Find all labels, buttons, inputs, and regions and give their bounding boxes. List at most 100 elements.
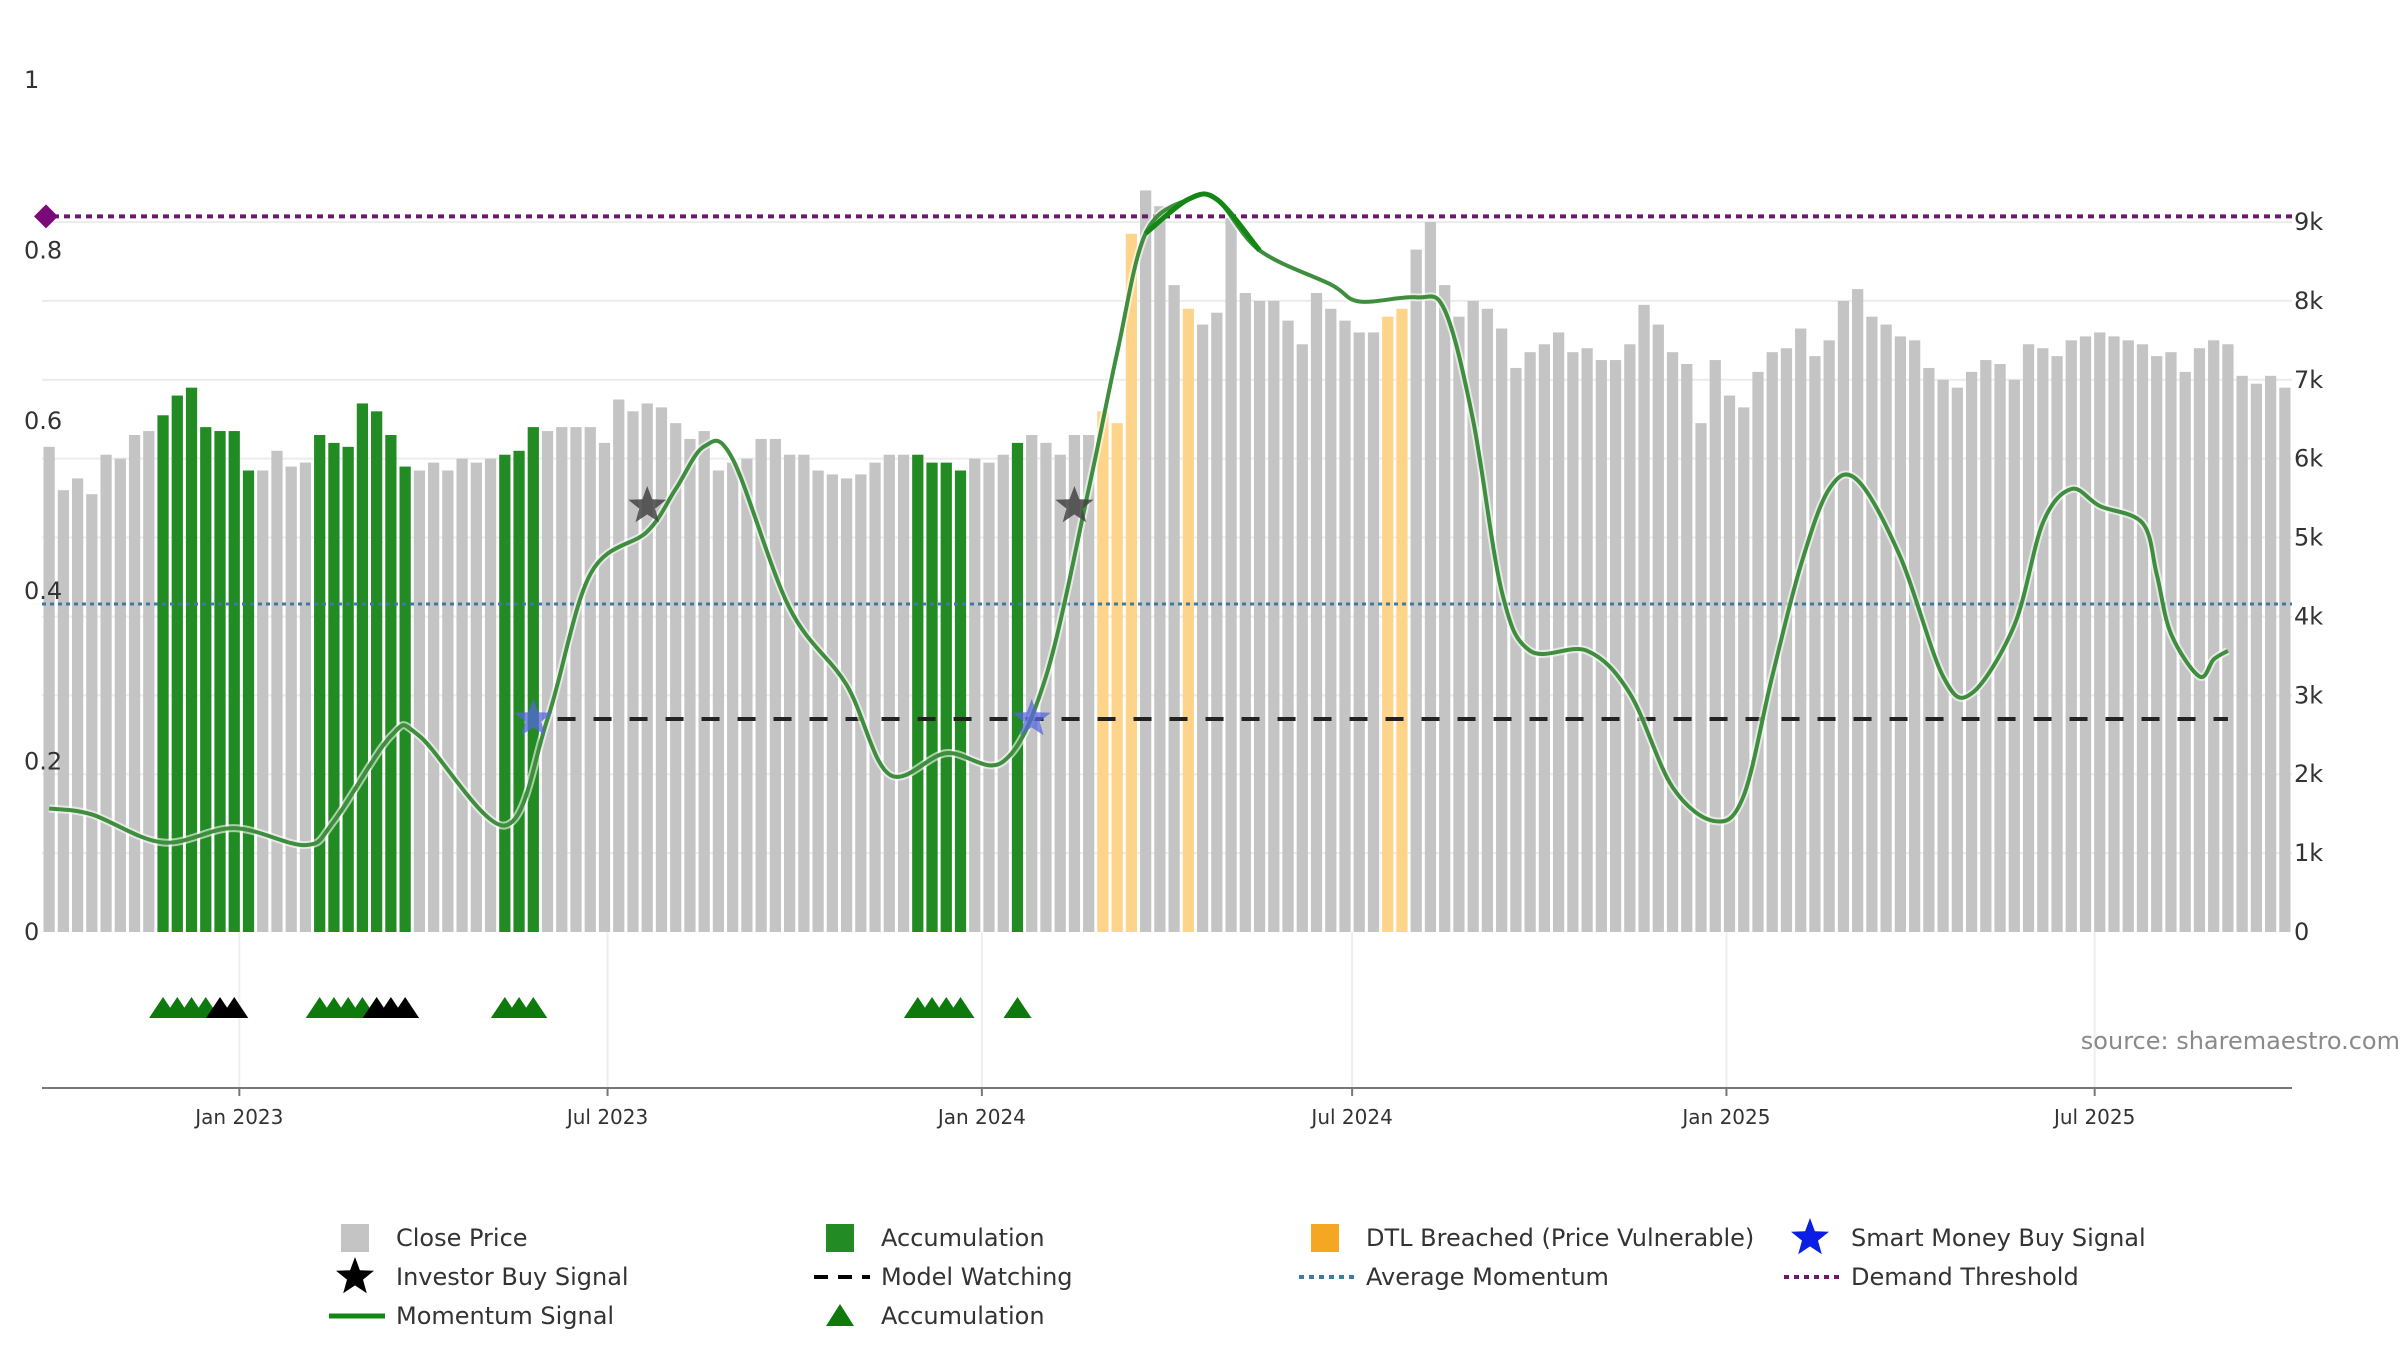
legend-label-investor: Investor Buy Signal (396, 1263, 629, 1291)
legend-label-close: Close Price (396, 1224, 528, 1252)
close-price-bar (1567, 352, 1578, 932)
close-price-bar (1368, 332, 1379, 932)
left-axis-tick-label: 1 (24, 66, 39, 94)
legend: Close Price Accumulation DTL Breached (Pri… (329, 1218, 2146, 1330)
close-price-bar (812, 471, 823, 933)
close-price-bar (115, 459, 126, 932)
close-price-bar (442, 471, 453, 933)
close-price-bar (1411, 250, 1422, 932)
legend-label-avg: Average Momentum (1366, 1263, 1609, 1291)
close-price-bar (1667, 352, 1678, 932)
close-price-bar (1154, 206, 1165, 932)
close-price-bar (2137, 344, 2148, 932)
close-price-bar (884, 455, 895, 932)
close-price-bar (1525, 352, 1536, 932)
legend-swatch-dtl (1311, 1224, 1339, 1252)
close-price-bar (1553, 332, 1564, 932)
legend-swatch-close (341, 1224, 369, 1252)
legend-label-watching: Model Watching (881, 1263, 1073, 1291)
accumulation-bar (528, 427, 539, 932)
close-price-bar (1297, 344, 1308, 932)
close-price-bar (1852, 289, 1863, 932)
close-price-bar (2279, 388, 2290, 932)
left-axis-tick-label: 0 (24, 918, 39, 946)
close-price-bar (841, 478, 852, 932)
close-price-bar (2208, 340, 2219, 932)
accumulation-bar (926, 463, 937, 932)
close-price-bar (770, 439, 781, 932)
close-price-bar (1339, 321, 1350, 932)
close-price-bar (1197, 325, 1208, 932)
close-price-bar (969, 459, 980, 932)
close-price-bar (1211, 313, 1222, 932)
accumulation-bar (371, 411, 382, 932)
accumulation-bar (400, 467, 411, 932)
legend-swatch-accum-triangle (826, 1304, 854, 1326)
legend-label-smart: Smart Money Buy Signal (1851, 1224, 2146, 1252)
close-price-bar (2222, 344, 2233, 932)
close-price-bar (1439, 285, 1450, 932)
close-price-bar (271, 451, 282, 932)
accumulation-bar (343, 447, 354, 932)
dtl-breached-bar (1382, 317, 1393, 932)
legend-label-momentum: Momentum Signal (396, 1302, 614, 1330)
close-price-bar (1055, 455, 1066, 932)
close-price-bar (1681, 364, 1692, 932)
close-price-bar (1724, 396, 1735, 932)
close-price-bar (599, 443, 610, 932)
close-price-bar (627, 411, 638, 932)
close-price-bar (1325, 309, 1336, 932)
close-price-bar (1140, 190, 1151, 932)
close-price-bar (129, 435, 140, 932)
close-price-bar (44, 447, 55, 932)
close-price-bar (1966, 372, 1977, 932)
close-price-bar (1453, 317, 1464, 932)
close-price-bar (1738, 407, 1749, 932)
close-price-bar (2194, 348, 2205, 932)
close-price-bar (414, 471, 425, 933)
close-price-bar (2094, 332, 2105, 932)
accumulation-bar (513, 451, 524, 932)
close-price-bar (1767, 352, 1778, 932)
close-price-bar (86, 494, 97, 932)
right-axis-tick-label: 0 (2294, 918, 2309, 946)
right-axis-tick-label: 4k (2294, 602, 2323, 630)
accumulation-bar (499, 455, 510, 932)
close-price-bar (72, 478, 83, 932)
legend-swatch-accum_bar (826, 1224, 854, 1252)
close-price-bar (1225, 218, 1236, 932)
close-price-bar (456, 459, 467, 932)
close-price-bar (642, 403, 653, 932)
close-price-bar (1881, 325, 1892, 932)
close-price-bar (58, 490, 69, 932)
close-price-bar (1610, 360, 1621, 932)
demand-threshold-marker (34, 204, 58, 228)
close-price-bar (257, 471, 268, 933)
close-price-bar (1866, 317, 1877, 932)
close-price-bar (570, 427, 581, 932)
close-price-bar (585, 427, 596, 932)
accumulation-bar (229, 431, 240, 932)
close-price-bar (869, 463, 880, 932)
close-price-bar (286, 467, 297, 932)
close-price-bar (613, 400, 624, 933)
accumulation-bar (955, 471, 966, 933)
close-price-bar (656, 407, 667, 932)
close-price-bar (1638, 305, 1649, 932)
close-price-bar (1240, 293, 1251, 932)
close-price-bar (2009, 380, 2020, 932)
close-price-bar (1539, 344, 1550, 932)
close-price-bar (2251, 384, 2262, 932)
accumulation-bar (357, 403, 368, 932)
legend-swatch-investor (336, 1257, 374, 1293)
dtl-breached-bar (1396, 309, 1407, 932)
x-axis-tick-label: Jan 2024 (936, 1105, 1026, 1129)
momentum-chart: 00.20.40.60.8101k2k3k4k5k6k7k8k9kJan 202… (0, 0, 2400, 1350)
dtl-breached-bar (1112, 423, 1123, 932)
close-price-bar (983, 463, 994, 932)
accumulation-bar (172, 396, 183, 932)
close-price-bar (2123, 340, 2134, 932)
accumulation-bar (186, 388, 197, 932)
accumulation-bar (214, 431, 225, 932)
close-price-bar (1496, 329, 1507, 933)
